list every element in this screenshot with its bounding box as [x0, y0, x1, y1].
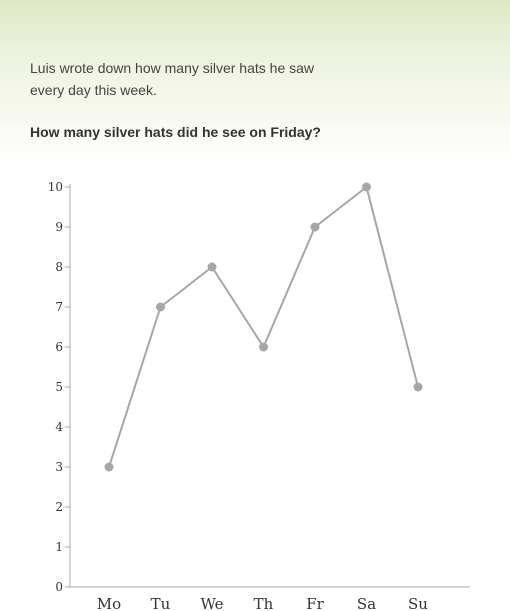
data-point [259, 342, 268, 352]
question-text: How many silver hats did he see on Frida… [30, 124, 321, 140]
data-point [362, 182, 371, 192]
data-point [413, 382, 423, 392]
y-ticks: 0 1 2 3 4 5 6 7 8 9 10 [48, 180, 70, 594]
x-tick-label: Fr [306, 595, 324, 611]
x-tick-label: We [200, 595, 223, 611]
y-tick-label: 1 [55, 540, 63, 554]
y-tick-label: 9 [55, 220, 63, 234]
data-points [104, 182, 423, 472]
y-tick-label: 7 [55, 300, 63, 314]
y-tick-label: 10 [48, 180, 63, 194]
y-tick-label: 8 [55, 260, 63, 274]
y-tick-label: 3 [55, 460, 63, 474]
data-point [104, 462, 114, 472]
y-tick-label: 5 [55, 380, 63, 394]
y-tick-label: 6 [55, 340, 63, 354]
x-tick-label: Th [254, 595, 274, 611]
chart-axes [69, 184, 470, 588]
x-ticks: Mo Tu We Th Fr Sa Su [97, 595, 429, 611]
intro-text: Luis wrote down how many silver hats he … [30, 60, 315, 98]
series-line [108, 186, 419, 468]
y-tick-label: 4 [55, 420, 63, 434]
x-tick-label: Mo [97, 595, 121, 611]
y-tick-label: 2 [55, 500, 63, 514]
data-point [310, 222, 320, 232]
x-tick-label: Su [408, 595, 428, 611]
data-point [207, 262, 217, 272]
data-point [156, 302, 165, 312]
y-tick-label: 0 [55, 580, 63, 594]
x-tick-label: Sa [357, 595, 376, 611]
x-tick-label: Tu [151, 595, 171, 611]
